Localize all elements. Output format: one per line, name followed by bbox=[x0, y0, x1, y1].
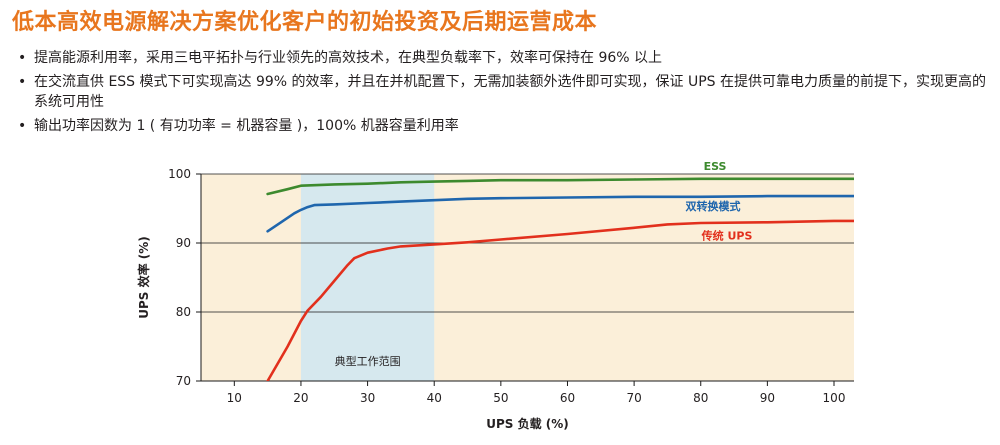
bullet-dot: • bbox=[18, 118, 27, 134]
series-label-legacy-ups: 传统 UPS bbox=[701, 228, 753, 242]
bullet-text: 在交流直供 ESS 模式下可实现高达 99% 的效率，并且在并机配置下，无需加装… bbox=[34, 74, 987, 110]
x-tick-label-100: 100 bbox=[823, 391, 846, 405]
x-tick-label-60: 60 bbox=[560, 391, 575, 405]
y-tick-label-70: 70 bbox=[176, 374, 191, 388]
y-axis-label: UPS 效率 (%) bbox=[136, 236, 151, 319]
x-tick-label-10: 10 bbox=[227, 391, 242, 405]
bullet-dot: • bbox=[18, 74, 27, 90]
x-tick-label-40: 40 bbox=[427, 391, 442, 405]
bullet-text: 输出功率因数为 1 ( 有功功率 = 机器容量 )，100% 机器容量利用率 bbox=[34, 118, 459, 134]
y-tick-label-90: 90 bbox=[176, 236, 191, 250]
typical-range-label: 典型工作范围 bbox=[335, 354, 401, 368]
bullet-text: 提高能源利用率，采用三电平拓扑与行业领先的高效技术，在典型负载率下，效率可保持在… bbox=[34, 50, 663, 66]
plot-background bbox=[201, 174, 854, 381]
y-tick-label-80: 80 bbox=[176, 305, 191, 319]
bullet-item: • 提高能源利用率，采用三电平拓扑与行业领先的高效技术，在典型负载率下，效率可保持… bbox=[18, 48, 990, 68]
x-tick-label-70: 70 bbox=[626, 391, 641, 405]
bullet-dot: • bbox=[18, 50, 27, 66]
series-line-dual-conversion bbox=[266, 194, 854, 233]
typical-range-band bbox=[300, 174, 435, 381]
x-tick-label-50: 50 bbox=[493, 391, 508, 405]
y-tick-label-100: 100 bbox=[168, 167, 191, 181]
series-label-ess: ESS bbox=[704, 160, 727, 173]
x-tick-label-80: 80 bbox=[693, 391, 708, 405]
x-tick-label-20: 20 bbox=[293, 391, 308, 405]
series-line-ess bbox=[266, 177, 854, 196]
bullet-item: • 在交流直供 ESS 模式下可实现高达 99% 的效率，并且在并机配置下，无需加… bbox=[18, 72, 990, 112]
x-axis-label: UPS 负载 (%) bbox=[486, 416, 569, 431]
series-line-legacy-ups bbox=[266, 219, 854, 381]
bullet-item: • 输出功率因数为 1 ( 有功功率 = 机器容量 )，100% 机器容量利用率 bbox=[18, 116, 990, 136]
bullet-list: • 提高能源利用率，采用三电平拓扑与行业领先的高效技术，在典型负载率下，效率可保持… bbox=[18, 48, 990, 140]
x-tick-label-30: 30 bbox=[360, 391, 375, 405]
x-tick-label-90: 90 bbox=[760, 391, 775, 405]
series-label-dual-conversion: 双转换模式 bbox=[686, 199, 741, 213]
page-title: 低本高效电源解决方案优化客户的初始投资及后期运营成本 bbox=[12, 10, 598, 35]
